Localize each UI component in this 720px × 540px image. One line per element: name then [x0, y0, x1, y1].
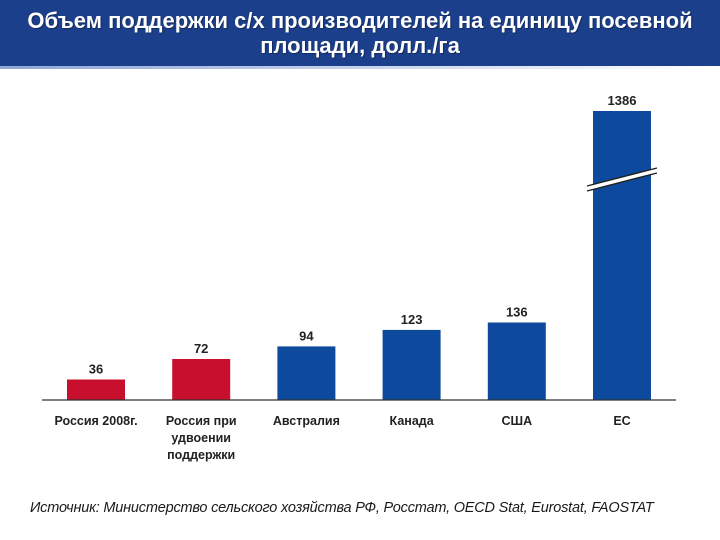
title-bar: Объем поддержки с/х производителей на ед…: [0, 0, 720, 66]
axis-break-line-top: [586, 167, 658, 187]
value-label-4: 136: [506, 305, 528, 320]
chart-title: Объем поддержки с/х производителей на ед…: [27, 8, 693, 58]
category-label-4: США: [501, 414, 532, 428]
bar-4: [487, 322, 546, 400]
category-label-2: Австралия: [273, 414, 340, 428]
bar-0: [67, 379, 125, 400]
bar-2: [277, 346, 336, 400]
category-label-3: Канада: [390, 414, 435, 428]
bar-5: [593, 111, 651, 400]
value-label-3: 123: [401, 312, 423, 327]
value-label-0: 36: [89, 362, 103, 377]
value-label-5: 1386: [608, 93, 637, 108]
bar-3: [382, 329, 441, 400]
value-label-2: 94: [299, 328, 314, 343]
value-label-1: 72: [194, 341, 208, 356]
bar-1: [172, 359, 231, 400]
bars-layer: [67, 111, 658, 400]
category-label-5: ЕС: [613, 414, 630, 428]
source-note: Источник: Министерство сельского хозяйст…: [30, 500, 654, 516]
axis-break-gap: [587, 168, 657, 191]
title-accent-line: [0, 66, 720, 69]
axis-break-line-bottom: [586, 172, 658, 192]
labels-layer: 36 Россия 2008г. 72 Россия при удвоении подде…: [54, 93, 636, 462]
category-label-0: Россия 2008г.: [54, 414, 137, 428]
category-label-1: Россия при удвоении поддержки: [166, 414, 237, 462]
